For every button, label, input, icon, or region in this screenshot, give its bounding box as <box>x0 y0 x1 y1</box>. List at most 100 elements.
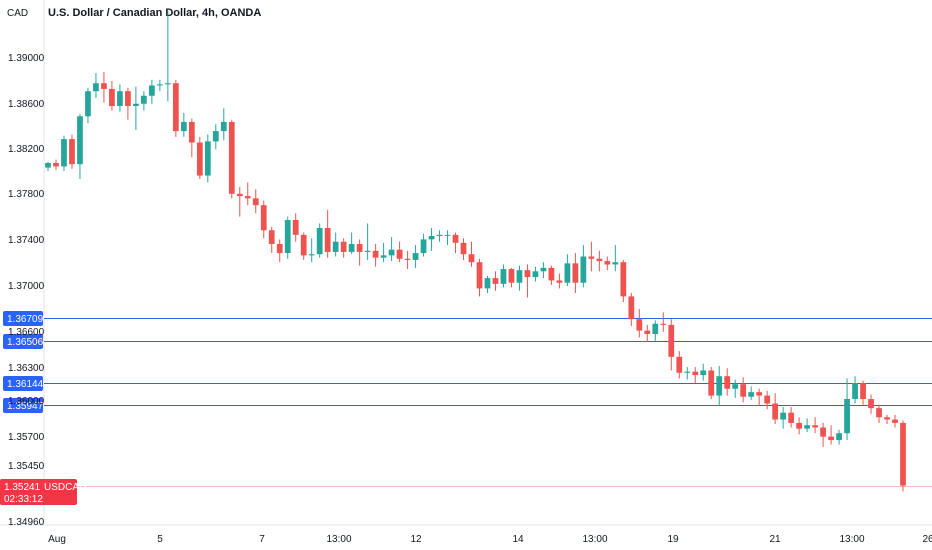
candle-body <box>796 422 802 429</box>
candle-body <box>548 267 555 281</box>
candle <box>101 71 107 103</box>
candle <box>444 230 451 246</box>
candle-body <box>77 116 83 165</box>
candle <box>364 223 371 260</box>
candle <box>316 223 323 258</box>
candles <box>45 11 906 492</box>
candle-body <box>404 258 411 260</box>
candle-body <box>156 84 163 86</box>
candle-body <box>244 196 251 199</box>
candle <box>452 232 459 254</box>
candle-body <box>460 242 467 255</box>
candle <box>388 237 395 262</box>
candle-body <box>149 85 155 96</box>
time-axis[interactable]: Aug 5 7 13:00 12 14 13:00 19 21 13:00 26 <box>48 534 932 545</box>
candle-body <box>356 243 363 252</box>
candle-body <box>604 261 611 265</box>
time-tick-label: 5 <box>157 534 163 545</box>
candle <box>628 292 635 327</box>
price-tick-label: 1.37800 <box>8 189 45 200</box>
candle <box>780 406 787 429</box>
candle <box>492 271 499 291</box>
bar-countdown: 02:33:12 <box>4 494 43 505</box>
candle-body <box>764 395 771 404</box>
candle <box>141 91 147 111</box>
candle-body <box>676 356 683 373</box>
level-price-label: 1.35947 <box>7 401 44 412</box>
candle-body <box>364 250 371 252</box>
time-tick-label: 13:00 <box>326 534 351 545</box>
candle-body <box>620 262 627 297</box>
candle-body <box>452 234 459 243</box>
candle <box>284 216 291 259</box>
candle <box>476 258 483 297</box>
candle <box>500 264 507 288</box>
candle <box>412 245 419 268</box>
candle-body <box>804 425 810 429</box>
candle-body <box>564 263 571 283</box>
candle-body <box>708 370 715 396</box>
time-tick-label: 21 <box>769 534 781 545</box>
candle <box>77 114 83 179</box>
candle <box>644 324 651 342</box>
candle <box>460 238 467 260</box>
price-tick-label: 1.37000 <box>8 281 45 292</box>
last-price-tag: 1.35241 USDCAD 02:33:12 <box>0 479 86 505</box>
candle <box>69 134 75 169</box>
candle-body <box>436 234 443 236</box>
candle <box>117 84 123 112</box>
candle-body <box>69 139 75 165</box>
candle <box>188 118 195 158</box>
candle-body <box>780 412 787 420</box>
candle-body <box>684 371 691 373</box>
candle <box>164 11 171 102</box>
candle <box>428 228 435 251</box>
candle <box>308 238 315 263</box>
candle-body <box>516 270 523 283</box>
candle <box>820 422 826 447</box>
candle <box>660 312 667 332</box>
price-tick-label: 1.36600 <box>8 327 45 338</box>
candle <box>716 365 723 406</box>
candle-body <box>580 256 587 283</box>
candle-body <box>556 280 563 283</box>
candle-body <box>141 95 147 104</box>
candle-body <box>420 239 427 254</box>
time-tick-label: 13:00 <box>582 534 607 545</box>
candle-body <box>476 262 483 289</box>
candle-body <box>85 91 91 117</box>
candle <box>844 378 850 441</box>
candle <box>692 367 699 384</box>
candle <box>45 161 51 171</box>
horizontal-levels: 1.36709 1.36506 1.36144 1.35947 <box>3 311 932 487</box>
candle-body <box>612 262 619 265</box>
candle-body <box>252 198 259 206</box>
time-tick-label: 7 <box>259 534 265 545</box>
level-price-label: 1.36506 <box>7 337 44 348</box>
candle-body <box>540 267 547 272</box>
candle <box>484 275 491 293</box>
candle <box>532 266 539 282</box>
candle <box>796 417 802 435</box>
price-axis[interactable]: 1.39000 1.38600 1.38200 1.37800 1.37400 1.370… <box>8 53 45 528</box>
candle <box>732 379 739 398</box>
candle-body <box>101 83 107 89</box>
candle-body <box>772 403 779 420</box>
candle <box>588 241 595 272</box>
candle-body <box>844 399 850 434</box>
candle-body <box>740 384 747 397</box>
candle-body <box>164 83 171 85</box>
candle <box>212 124 219 150</box>
candle <box>884 414 890 425</box>
candle <box>724 368 731 396</box>
level-price-tag <box>3 398 43 413</box>
candle <box>356 239 363 266</box>
candle-body <box>500 269 507 284</box>
candle <box>604 256 611 271</box>
candle <box>612 245 619 272</box>
candle-body <box>300 234 307 256</box>
candle <box>172 79 179 137</box>
candle-body <box>812 425 818 428</box>
candle <box>876 404 882 423</box>
